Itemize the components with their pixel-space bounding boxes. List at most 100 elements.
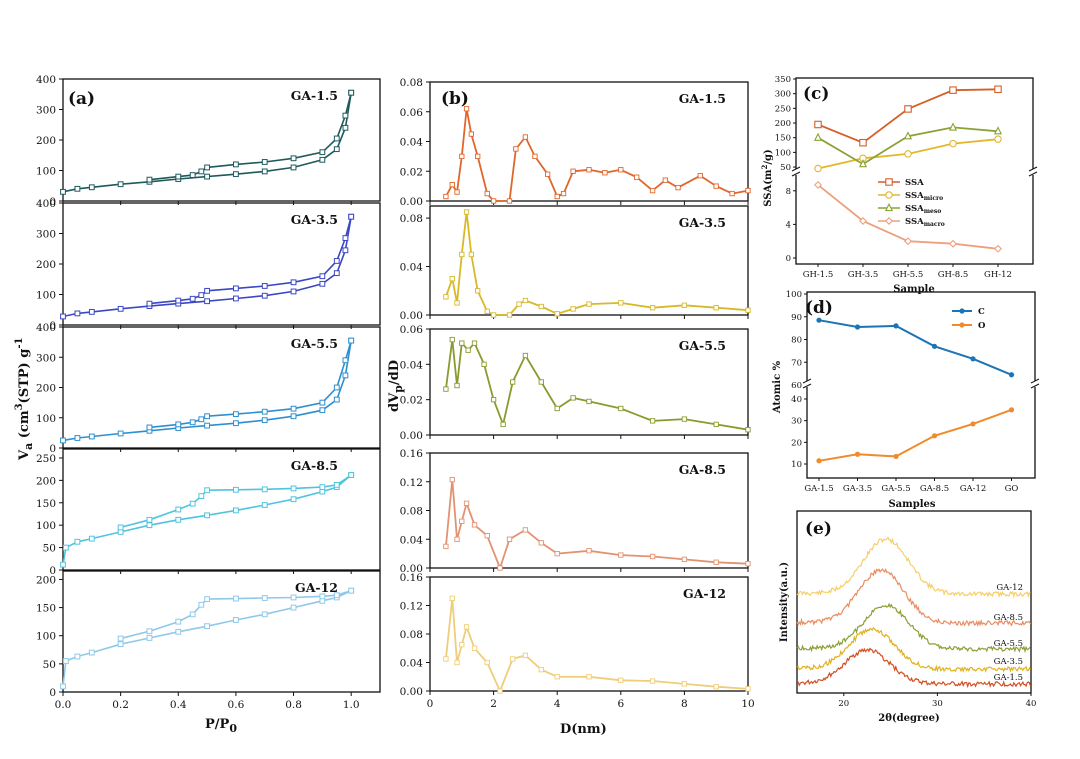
panel-b-point [681,302,688,308]
panel-a-point [117,635,124,642]
panel-b-point [510,379,516,385]
panel-d-xtick-label: GA-3.5 [843,484,872,494]
panel-b-point [468,251,474,258]
panel-d-xlabel: Samples [888,499,935,510]
panel-b-point [545,171,551,177]
panel-c-ytick-label: 250 [775,104,791,114]
panel-a-ytick-label: 200 [36,259,56,271]
panel-a-ytick-label: 250 [36,453,56,465]
panel-a-point [348,472,355,478]
panel-c-xlabel: Sample [893,284,934,295]
panel-d-xtick-label: GA-12 [960,484,987,494]
panel-d-ytick-label: 10 [791,460,802,470]
panel-c-ytick-label: 200 [775,119,791,129]
panel-e-ylabel: Intensity(a.u.) [779,562,790,642]
panel-a-ytick-label: 0 [49,565,56,577]
panel-b-point [490,312,497,318]
panel-a-point [233,507,239,514]
panel-b-series-name: GA-5.5 [679,338,726,353]
panel-a-point [342,357,349,364]
panel-b-series-line [445,338,749,431]
panel-d-point [816,458,822,464]
panel-c-axis-break-gap [1029,169,1037,175]
panel-b-point [713,684,719,690]
panel-a-ytick-label: 0 [49,196,56,208]
panel-d-axis-break [1030,378,1040,384]
panel-a-point [204,413,210,420]
panel-b-xtick-label: 8 [681,698,688,710]
panel-b-xlabel: D(nm) [560,722,607,737]
panel-a-point [204,487,210,494]
panel-a-point [204,298,210,305]
panel-b-point [522,527,529,533]
panel-b-series-name: GA-1.5 [679,91,726,106]
panel-b-frame [429,205,749,316]
panel-b-point [745,187,751,194]
panel-b-ytick-label: 0.02 [400,395,423,407]
panel-b-point [506,198,513,204]
panel-a-point [146,522,153,529]
panel-d: 60 70 80 90 100 10 20 30 40 GA-1.5 GA-3.5 GA-5.5 GA-… [772,290,1040,510]
panel-b-point [586,167,592,173]
panel-a-point [60,683,66,690]
panel-b-ytick-label: 0.04 [400,534,424,546]
panel-a-point [333,135,340,142]
panel-d-point [893,453,899,460]
panel-b-point [513,146,519,152]
panel-a-ytick-label: 0 [49,320,56,332]
panel-a-ytick-label: 400 [36,74,56,86]
panel-e-label: (e) [805,519,832,539]
panel-a-point [319,399,326,406]
panel-c-point [813,132,823,141]
panel-b-point [554,550,560,557]
panel-b-point [570,395,576,401]
panel-a-point [233,411,239,418]
panel-a-point [233,295,239,302]
panel-c-ylabel-tail: /g) [763,149,774,164]
panel-e-series-name: GA-1.5 [994,673,1023,683]
panel-a-point [88,649,95,656]
panel-b-point [463,624,470,630]
panel-a-point [175,297,182,304]
panel-a-point [204,173,210,180]
panel-c-axis-break-gap [792,169,800,175]
panel-a-point [290,288,297,295]
panel-d-point [816,317,822,323]
panel-b-point [675,184,681,191]
panel-c-point [814,120,822,129]
panel-c-axis-break [791,166,801,172]
panel-c-legend-text: SSA [905,204,924,214]
panel-a-point [261,168,268,175]
panel-a-ytick-label: 300 [36,229,56,241]
panel-b-ytick-label: 0.04 [400,262,424,274]
panel-a-point [146,424,153,431]
panel-d-frame [806,291,1036,479]
panel-d-axis-break-gap [1031,381,1039,387]
panel-d-ylabel: Atomic % [772,360,783,414]
panel-a-point [290,405,297,412]
panel-c-legend-subscript: micro [924,195,943,202]
panel-d-axis-break-gap [803,381,811,387]
panel-a-point [88,308,95,315]
panel-b-xtick-label: 2 [490,698,497,710]
panel-c-ytick-label: 100 [775,148,791,158]
panel-b-ytick-label: 0.08 [400,77,423,89]
panel-b-point [484,659,490,666]
panel-d-point [854,324,861,330]
panel-a-ytick-label: 100 [36,413,56,425]
panel-a-point [261,283,268,289]
panel-a-point [62,544,69,551]
panel-c-ytick-label: 350 [775,75,791,85]
panel-a-point [74,310,81,317]
panel-c-point [994,85,1002,94]
panel-a-point [261,408,268,415]
panel-a-point [204,164,210,171]
panel-e-series-line [796,647,1032,689]
panel-b-point [484,533,490,539]
panel-c-point [903,131,913,140]
panel-a-point [290,594,297,601]
panel-b-point [586,398,592,405]
panel-e-series-name: GA-3.5 [994,657,1023,667]
panel-c-legend-subscript: macro [924,221,945,228]
panel-a-series-name: GA-1.5 [291,88,338,103]
